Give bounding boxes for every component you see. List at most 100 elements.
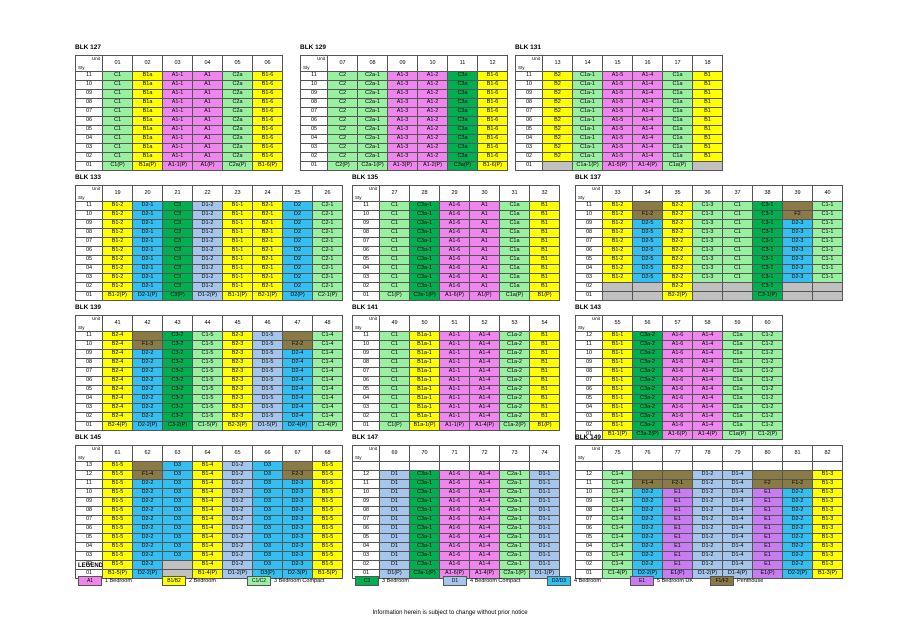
unit-sty-corner: Unit Sty (575, 315, 603, 332)
unit-cell: D1-2 (222, 506, 253, 516)
unit-cell: C2 (327, 89, 358, 99)
unit-cell: B1a-1 (409, 331, 440, 341)
table-row: 09 B2-4 D2-2 C3-2 C1-5 B2-3 D1-5 D2-4 C1-4 (75, 349, 343, 359)
unit-cell: B2 (542, 80, 573, 90)
floor-label-cell: 12 (352, 470, 380, 480)
unit-cell: C1-4 (312, 385, 343, 395)
unit-cell: C3 (162, 228, 193, 238)
unit-cell: C3-2 (162, 340, 193, 350)
unit-cell: D2-1 (132, 237, 163, 247)
stack-number-cell: 42 (132, 315, 163, 332)
floor-label-cell: 10 (352, 340, 380, 350)
unit-cell: A1-4 (692, 394, 723, 404)
unit-cell (782, 282, 813, 292)
unit-cell: D3 (162, 461, 193, 471)
unit-cell: B2 (542, 134, 573, 144)
unit-cell: A1-6 (439, 219, 470, 229)
unit-cell: D2-1 (132, 282, 163, 292)
block-149: BLK 149 Unit Sty 75 76 77 78 79 80 81 82 12 C1-4 D1-2… (575, 434, 843, 579)
unit-cell: C1-2 (752, 421, 783, 431)
unit-cell: D1-1 (529, 515, 560, 525)
stack-number-cell: 06 (252, 55, 283, 72)
unit-cell: B1-5 (102, 497, 133, 507)
unit-cell: D2-5 (632, 255, 663, 265)
unit-cell: C2a-1 (499, 488, 530, 498)
unit-cell: B2 (542, 107, 573, 117)
unit-cell: C3a-2 (632, 358, 663, 368)
unit-cell: B1-6 (477, 89, 508, 99)
unit-cell: F2 (782, 210, 813, 220)
floor-label-cell: 11 (575, 479, 603, 489)
unit-cell: C1-1 (812, 210, 843, 220)
stack-header-row: Unit Sty 61 62 63 64 65 66 67 68 (75, 445, 343, 462)
unit-cell: D1-5 (252, 340, 283, 350)
unit-cell: B1-5 (312, 551, 343, 561)
stack-table: Unit Sty 13 14 15 16 17 18 11 B2 C1a-1 A1-5 A1-4 C1a B… (515, 55, 723, 171)
stack-number-cell: 56 (632, 315, 663, 332)
unit-cell: D3 (162, 542, 193, 552)
unit-cell: C1a-1 (572, 116, 603, 126)
unit-cell: A1-1 (162, 80, 193, 90)
unit-cell: C2 (327, 152, 358, 162)
unit-cell: C1 (379, 385, 410, 395)
unit-cell: A1-3 (387, 80, 418, 90)
unit-cell: B1-1 (222, 273, 253, 283)
floor-label-cell: 01 (75, 161, 103, 171)
unit-cell: C1a-2 (499, 394, 530, 404)
floor-label-cell: 05 (75, 125, 103, 135)
table-row: 07 B1-2 D2-1 C3 D1-2 B1-1 B2-1 D2 C2-1 (75, 237, 343, 247)
unit-cell: C1-4 (602, 515, 633, 525)
unit-cell: B1-2 (602, 237, 633, 247)
unit-cell: C3-2 (162, 358, 193, 368)
stack-number-cell: 15 (602, 55, 633, 72)
unit-cell: A1-4 (692, 376, 723, 386)
stack-number-cell: 09 (387, 55, 418, 72)
unit-cell: E1 (662, 524, 693, 534)
table-row: 05 B1-2 D2-1 C3 D1-2 B1-1 B2-1 D2 C2-1 (75, 255, 343, 265)
unit-cell (632, 282, 663, 292)
floor-label-cell: 09 (352, 219, 380, 229)
unit-cell: A1-2 (417, 80, 448, 90)
unit-cell: A1-6 (439, 524, 470, 534)
unit-cell (469, 461, 500, 471)
floor-label-cell: 09 (352, 497, 380, 507)
unit-cell: D2-2 (132, 479, 163, 489)
unit-cell: D2-1 (132, 264, 163, 274)
unit-cell (282, 461, 313, 471)
unit-cell: D2-3 (782, 246, 813, 256)
unit-cell: D1-2 (192, 282, 223, 292)
unit-cell: D3 (162, 524, 193, 534)
unit-cell: A1-4 (469, 331, 500, 341)
table-row: 06 B1-2 D2-5 B2-2 C1-3 C1 C3-1 D2-3 C1-1 (575, 246, 843, 256)
block-title: BLK 137 (575, 174, 602, 181)
unit-cell: A1-3 (387, 134, 418, 144)
block-131: BLK 131 Unit Sty 13 14 15 16 17 18 11 B2 C1a-1 A1-5 A… (515, 44, 723, 171)
unit-cell: B1-6 (477, 152, 508, 162)
stack-number-cell: 23 (222, 185, 253, 202)
unit-cell: C2a-1 (499, 506, 530, 516)
unit-cell: C2a-1 (499, 542, 530, 552)
floor-label-cell: 04 (515, 134, 543, 144)
unit-cell: E1 (662, 488, 693, 498)
floor-label-cell: 05 (515, 125, 543, 135)
table-row: 06 B2-4 D2-2 C3-2 C1-5 B2-3 D1-5 D2-4 C1-4 (75, 376, 343, 386)
floor-label-cell: 06 (575, 524, 603, 534)
unit-cell: D2-3 (782, 255, 813, 265)
table-row: 04 B2-4 D2-2 C3-2 C1-5 B2-3 D1-5 D2-4 C1-4 (75, 394, 343, 404)
unit-cell: B1-2 (102, 255, 133, 265)
unit-cell: C3a (447, 107, 478, 117)
unit-cell: B1(P) (529, 291, 560, 301)
unit-cell: C1a-1 (572, 152, 603, 162)
unit-cell: C1-3 (692, 246, 723, 256)
unit-cell: C1a-1 (572, 134, 603, 144)
unit-cell: C3-2 (162, 331, 193, 341)
unit-cell: B1-5 (102, 506, 133, 516)
unit-cell: C3a-1 (409, 479, 440, 489)
unit-cell: B1-6 (252, 125, 283, 135)
unit-cell: D2-3 (782, 237, 813, 247)
unit-cell: C1 (722, 273, 753, 283)
block-title: BLK 147 (352, 434, 379, 441)
unit-cell: A1-1 (439, 340, 470, 350)
stack-number-cell: 58 (692, 315, 723, 332)
unit-cell: C2a (222, 107, 253, 117)
